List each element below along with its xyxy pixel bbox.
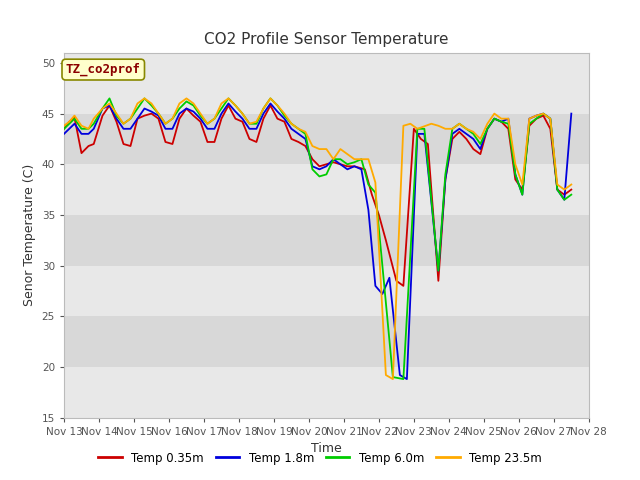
Legend: Temp 0.35m, Temp 1.8m, Temp 6.0m, Temp 23.5m: Temp 0.35m, Temp 1.8m, Temp 6.0m, Temp 2… (93, 447, 547, 469)
Bar (64, 164, 589, 215)
Bar (64, 63, 589, 114)
Bar (64, 215, 589, 265)
Bar (64, 367, 589, 418)
Y-axis label: Senor Temperature (C): Senor Temperature (C) (23, 164, 36, 306)
X-axis label: Time: Time (311, 442, 342, 455)
Bar (64, 316, 589, 367)
Text: TZ_co2prof: TZ_co2prof (66, 63, 141, 76)
Bar (64, 114, 589, 164)
Bar (64, 265, 589, 316)
Title: CO2 Profile Sensor Temperature: CO2 Profile Sensor Temperature (204, 33, 449, 48)
